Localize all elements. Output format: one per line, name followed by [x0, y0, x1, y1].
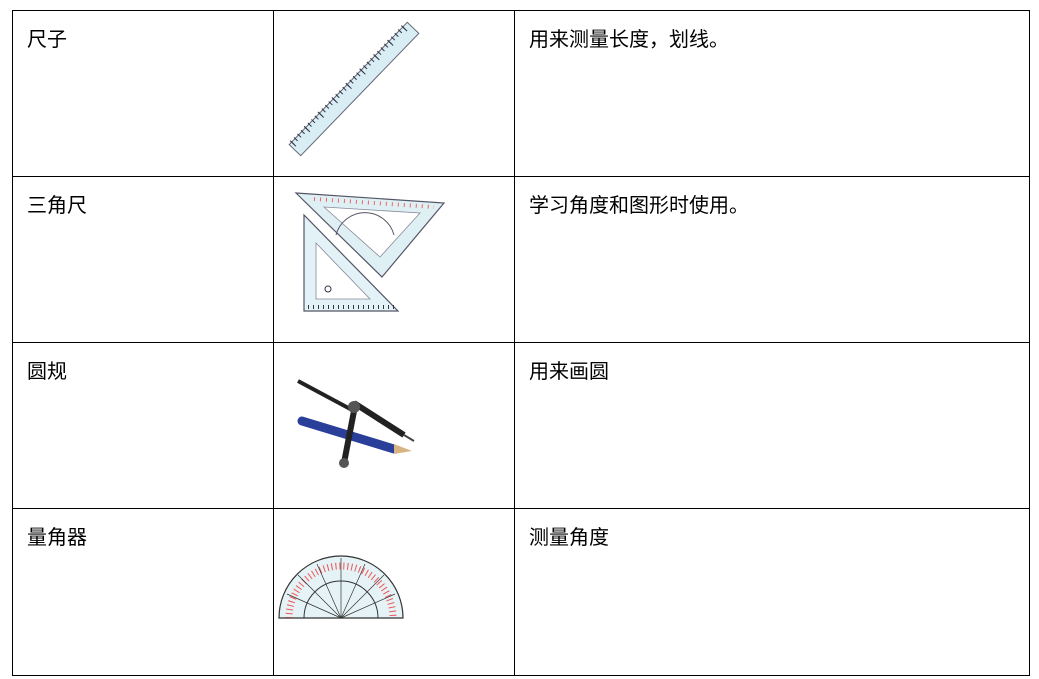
- table-row: 圆规 用来画圆: [12, 342, 1030, 509]
- table-row: 量角器 测量角度: [12, 508, 1030, 676]
- tool-name: 量角器: [12, 508, 274, 676]
- ruler-icon: [288, 21, 420, 157]
- tool-image: [273, 10, 515, 177]
- tool-name: 尺子: [12, 10, 274, 177]
- set-square-icon: [294, 192, 446, 312]
- table-row: 尺子 用来测量长度，划线。: [12, 10, 1030, 177]
- table-row: 三角尺 学习角度和图形时使用。: [12, 176, 1030, 343]
- tools-table: 尺子 用来测量长度，划线。 三角尺: [12, 10, 1030, 676]
- tool-use: 用来测量长度，划线。: [514, 10, 1030, 177]
- tool-image: [273, 342, 515, 509]
- tool-name: 圆规: [12, 342, 274, 509]
- tool-image: [273, 508, 515, 676]
- tool-use: 学习角度和图形时使用。: [514, 176, 1030, 343]
- protractor-icon: [278, 555, 404, 619]
- tool-use: 用来画圆: [514, 342, 1030, 509]
- tool-use: 测量角度: [514, 508, 1030, 676]
- tool-image: [273, 176, 515, 343]
- compass-icon: [297, 379, 415, 468]
- tool-name: 三角尺: [12, 176, 274, 343]
